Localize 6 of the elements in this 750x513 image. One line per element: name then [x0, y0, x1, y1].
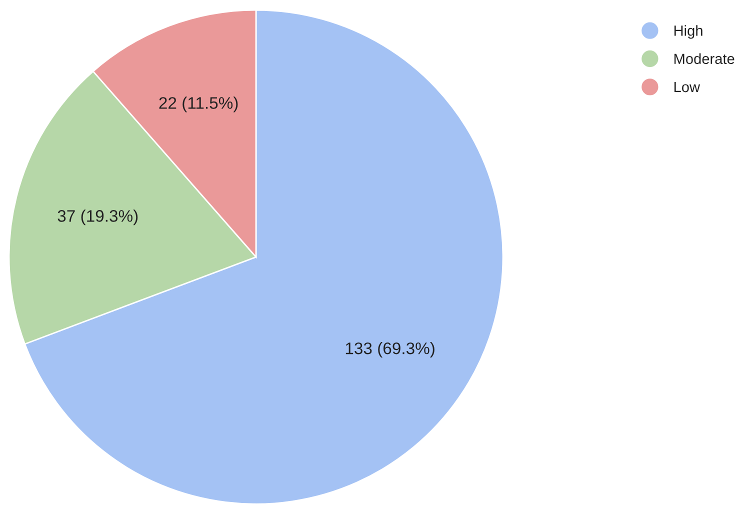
legend-label: High [674, 25, 702, 39]
legend-label: Moderate [674, 53, 734, 64]
data-label: 22 (11.5%) [159, 96, 238, 112]
data-label: 133 (69.3%) [346, 342, 434, 358]
legend-label: Low [674, 82, 700, 92]
data-label: 37 (19.3%) [58, 210, 138, 226]
